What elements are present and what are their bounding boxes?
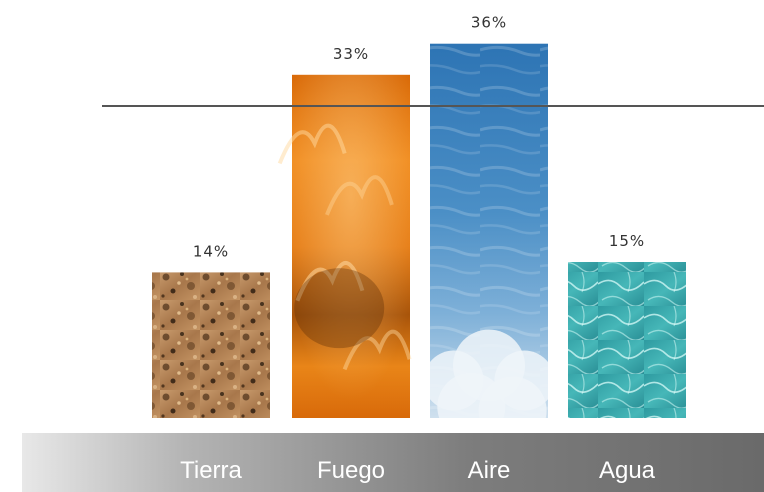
bar-aire: [430, 43, 548, 418]
category-label: Fuego: [317, 457, 385, 484]
value-labels-layer: 14% 33% 36% 15%: [193, 14, 645, 261]
category-label: Agua: [599, 457, 656, 484]
bar-rect: [568, 262, 686, 418]
fire-shadow: [294, 268, 385, 349]
bar-agua: [568, 262, 686, 418]
flame-streak: [277, 123, 347, 165]
category-band: [22, 433, 764, 492]
flame-streak: [295, 260, 365, 302]
category-label: Aire: [468, 457, 511, 484]
bar-fuego: [277, 74, 412, 419]
value-label: 15%: [609, 232, 645, 250]
flame-streak: [342, 329, 412, 371]
bar-rect: [152, 272, 270, 418]
value-label: 14%: [193, 242, 229, 260]
category-labels-layer: Tierra Fuego Aire Agua: [180, 457, 656, 484]
cloud-puff: [478, 376, 547, 418]
flame-streak: [325, 175, 394, 216]
value-label: 36%: [471, 14, 507, 32]
category-label: Tierra: [180, 457, 242, 484]
bars-layer: [152, 43, 686, 419]
fire-glow: [292, 74, 410, 419]
bar-tierra: [152, 272, 270, 418]
value-label: 33%: [333, 45, 369, 63]
